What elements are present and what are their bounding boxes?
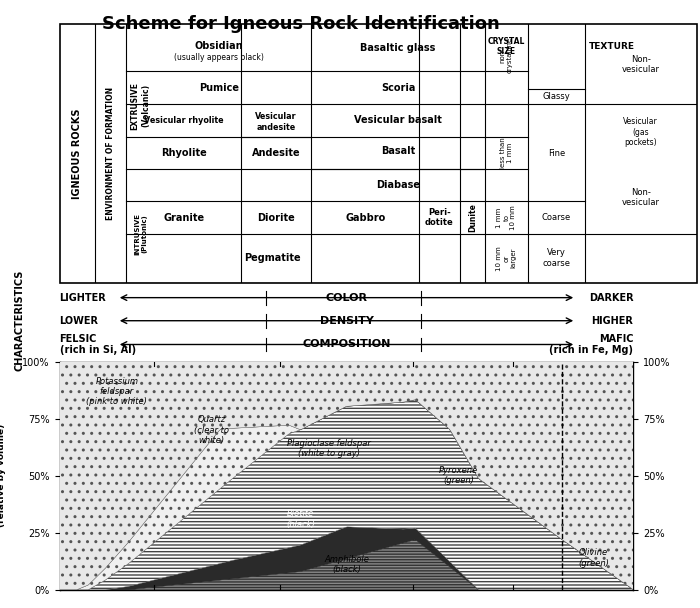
- Text: HIGHER: HIGHER: [592, 316, 634, 326]
- Text: Diabase: Diabase: [376, 180, 420, 190]
- Text: Glassy: Glassy: [542, 92, 570, 101]
- Text: Vesicular rhyolite: Vesicular rhyolite: [144, 116, 223, 125]
- Text: LIGHTER: LIGHTER: [60, 292, 106, 303]
- Text: Diorite: Diorite: [257, 213, 295, 223]
- Text: Plagioclase feldspar
(white to gray): Plagioclase feldspar (white to gray): [287, 439, 371, 458]
- Text: Scoria: Scoria: [381, 83, 415, 92]
- Text: 10 mm
or
larger: 10 mm or larger: [496, 246, 517, 271]
- Text: Pegmatite: Pegmatite: [244, 253, 301, 263]
- Text: ENVIRONMENT OF FORMATION: ENVIRONMENT OF FORMATION: [106, 87, 115, 220]
- Text: CHARACTERISTICS: CHARACTERISTICS: [14, 270, 24, 371]
- Text: (usually appears black): (usually appears black): [174, 53, 264, 61]
- Text: Fine: Fine: [547, 148, 565, 157]
- Text: Granite: Granite: [163, 213, 204, 223]
- Text: Basalt: Basalt: [381, 146, 415, 156]
- Text: INTRUSIVE
(Plutonic): INTRUSIVE (Plutonic): [134, 213, 147, 255]
- Text: non-
crystalline: non- crystalline: [500, 37, 513, 74]
- Text: Potassium
feldspar
(pink to white): Potassium feldspar (pink to white): [87, 376, 147, 406]
- Text: Quartz
(clear to
white): Quartz (clear to white): [194, 415, 229, 445]
- Text: DARKER: DARKER: [589, 292, 634, 303]
- Text: Pumice: Pumice: [199, 83, 239, 92]
- Text: Non-
vesicular: Non- vesicular: [622, 188, 660, 207]
- Text: less than
1 mm: less than 1 mm: [500, 137, 513, 169]
- Text: Vesicular
andesite: Vesicular andesite: [256, 112, 297, 132]
- Text: Rhyolite: Rhyolite: [161, 148, 206, 158]
- Text: 1 mm
to
10 mm: 1 mm to 10 mm: [496, 206, 517, 230]
- Text: Andesite: Andesite: [252, 148, 300, 158]
- Text: Very
coarse: Very coarse: [542, 249, 570, 268]
- Text: Non-
vesicular: Non- vesicular: [622, 55, 660, 74]
- Text: Gabbro: Gabbro: [345, 213, 386, 223]
- Text: LOWER: LOWER: [60, 316, 99, 326]
- Text: Amphibole
(black): Amphibole (black): [324, 555, 369, 575]
- Text: Pyroxene
(green): Pyroxene (green): [439, 466, 478, 485]
- Text: TEXTURE: TEXTURE: [589, 42, 635, 51]
- Text: DENSITY: DENSITY: [320, 316, 373, 326]
- Text: Vesicular basalt: Vesicular basalt: [354, 115, 442, 125]
- Text: MINERAL COMPOSITION
(relative by volume): MINERAL COMPOSITION (relative by volume): [0, 415, 6, 536]
- Text: COLOR: COLOR: [326, 292, 368, 303]
- Text: Obsidian: Obsidian: [195, 41, 243, 51]
- Text: MAFIC
(rich in Fe, Mg): MAFIC (rich in Fe, Mg): [550, 334, 634, 355]
- Text: Biotite
(black): Biotite (black): [286, 510, 315, 529]
- Text: EXTRUSIVE
(Volcanic): EXTRUSIVE (Volcanic): [131, 81, 150, 130]
- Text: IGNEOUS ROCKS: IGNEOUS ROCKS: [71, 108, 82, 199]
- Text: Scheme for Igneous Rock Identification: Scheme for Igneous Rock Identification: [102, 15, 500, 33]
- Text: Vesicular
(gas
pockets): Vesicular (gas pockets): [624, 117, 658, 147]
- Text: Dunite: Dunite: [468, 203, 477, 232]
- Text: Olivine
(green): Olivine (green): [578, 548, 609, 567]
- Text: Peri-
dotite: Peri- dotite: [425, 208, 454, 227]
- Text: COMPOSITION: COMPOSITION: [302, 339, 391, 350]
- Text: FELSIC
(rich in Si, Al): FELSIC (rich in Si, Al): [60, 334, 136, 355]
- Text: Coarse: Coarse: [542, 213, 571, 222]
- Text: CRYSTAL
SIZE: CRYSTAL SIZE: [488, 36, 525, 56]
- Text: Basaltic glass: Basaltic glass: [360, 43, 436, 52]
